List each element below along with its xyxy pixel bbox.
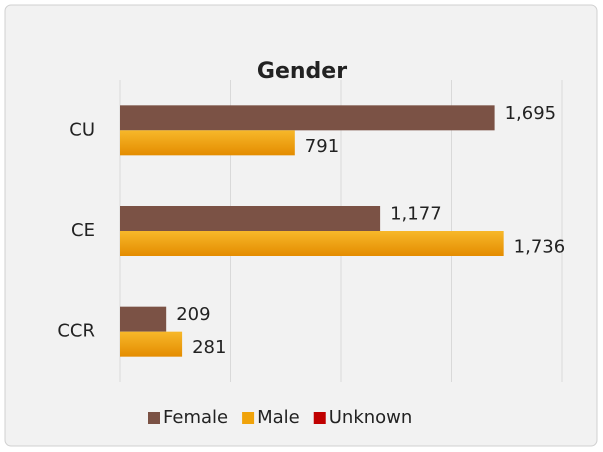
- legend-label: Unknown: [329, 407, 413, 428]
- legend-swatch: [313, 412, 326, 424]
- data-label: 209: [176, 304, 210, 325]
- legend-label: Male: [257, 407, 300, 428]
- y-tick-label: CU: [69, 119, 95, 140]
- legend-swatch: [242, 412, 255, 424]
- data-label: 281: [192, 337, 226, 358]
- data-label: 1,695: [505, 103, 557, 124]
- bar: [120, 130, 295, 156]
- bar: [120, 331, 183, 357]
- data-label: 791: [305, 136, 339, 157]
- legend-label: Female: [163, 407, 228, 428]
- bar: [120, 231, 504, 256]
- data-label: 1,177: [390, 204, 442, 225]
- bar: [120, 306, 167, 332]
- chart-title: Gender: [257, 59, 347, 84]
- y-tick-label: CCR: [57, 321, 95, 342]
- y-tick-label: CE: [71, 220, 95, 241]
- bar: [120, 206, 381, 231]
- bar: [120, 105, 495, 131]
- legend-swatch: [148, 412, 160, 424]
- data-label: 1,736: [514, 237, 566, 258]
